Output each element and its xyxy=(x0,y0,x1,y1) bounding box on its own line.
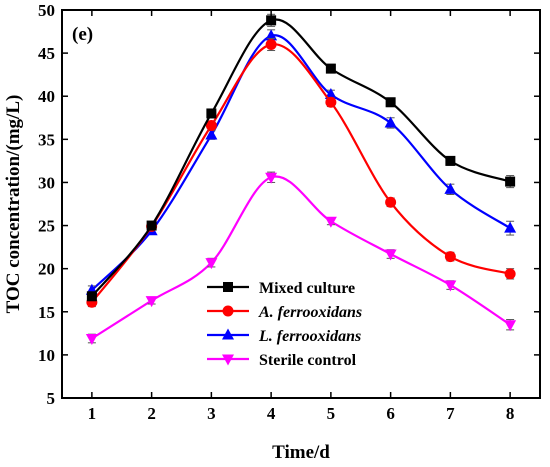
legend-marker xyxy=(222,305,234,317)
legend-marker xyxy=(222,354,234,366)
data-point xyxy=(504,221,517,233)
data-point xyxy=(444,280,457,292)
data-point xyxy=(205,120,217,132)
x-axis-title: Time/d xyxy=(272,442,330,463)
data-point xyxy=(205,128,218,140)
series-line xyxy=(91,43,511,303)
legend: Mixed culture A. ferrooxidans L. ferrooxid… xyxy=(207,280,362,369)
y-axis-title: TOC concentration/(mg/L) xyxy=(3,95,24,314)
data-point xyxy=(444,182,457,194)
x-tick-label: 3 xyxy=(207,404,216,423)
x-tick-label: 8 xyxy=(506,404,515,423)
x-tick-label: 4 xyxy=(267,404,276,423)
series-line xyxy=(91,34,511,292)
y-tick-label: 25 xyxy=(38,217,55,236)
data-point xyxy=(384,116,397,128)
legend-label: Mixed culture xyxy=(259,280,355,297)
data-point xyxy=(324,216,337,228)
data-point xyxy=(384,249,397,261)
data-point xyxy=(265,29,278,41)
data-point xyxy=(205,258,218,270)
series-sterile-control xyxy=(85,171,517,346)
data-point xyxy=(265,38,277,50)
data-point xyxy=(265,172,278,184)
data-point xyxy=(385,196,397,208)
data-point xyxy=(504,268,516,280)
data-point xyxy=(505,176,516,187)
plot-frame xyxy=(61,9,541,399)
y-tick-label: 35 xyxy=(38,130,55,149)
legend-label: L. ferrooxidans xyxy=(258,328,361,345)
x-tick-label: 7 xyxy=(446,404,455,423)
data-point xyxy=(266,15,277,26)
x-tick-label: 6 xyxy=(386,404,395,423)
x-tick-label: 5 xyxy=(327,404,336,423)
series-mixed-culture xyxy=(86,13,516,302)
data-point xyxy=(145,296,158,308)
y-tick-label: 20 xyxy=(38,260,55,279)
data-point xyxy=(385,97,396,108)
legend-marker xyxy=(222,328,234,340)
data-point xyxy=(504,320,517,332)
data-point xyxy=(86,291,97,302)
y-tick-label: 10 xyxy=(38,346,55,365)
data-point xyxy=(445,155,456,166)
y-tick-label: 40 xyxy=(38,87,55,106)
series-a-ferrooxidans xyxy=(86,37,516,308)
legend-label: Sterile control xyxy=(259,352,357,369)
panel-label: (e) xyxy=(72,24,93,45)
y-tick-label: 45 xyxy=(38,44,55,63)
series-line xyxy=(91,175,511,340)
x-tick-label: 2 xyxy=(147,404,156,423)
y-tick-label: 30 xyxy=(38,173,55,192)
series-line xyxy=(91,18,511,297)
data-point xyxy=(325,96,337,108)
y-tick-label: 15 xyxy=(38,303,55,322)
data-point xyxy=(85,334,98,346)
data-point xyxy=(324,87,337,99)
y-tick-label: 50 xyxy=(38,1,55,20)
data-point xyxy=(444,251,456,263)
legend-label: A. ferrooxidans xyxy=(258,304,362,321)
x-tick-label: 1 xyxy=(88,404,97,423)
y-tick-label: 5 xyxy=(47,389,56,408)
series-layer xyxy=(85,13,517,346)
data-point xyxy=(146,220,157,231)
legend-marker xyxy=(223,282,233,292)
data-point xyxy=(206,108,217,119)
data-point xyxy=(325,63,336,74)
